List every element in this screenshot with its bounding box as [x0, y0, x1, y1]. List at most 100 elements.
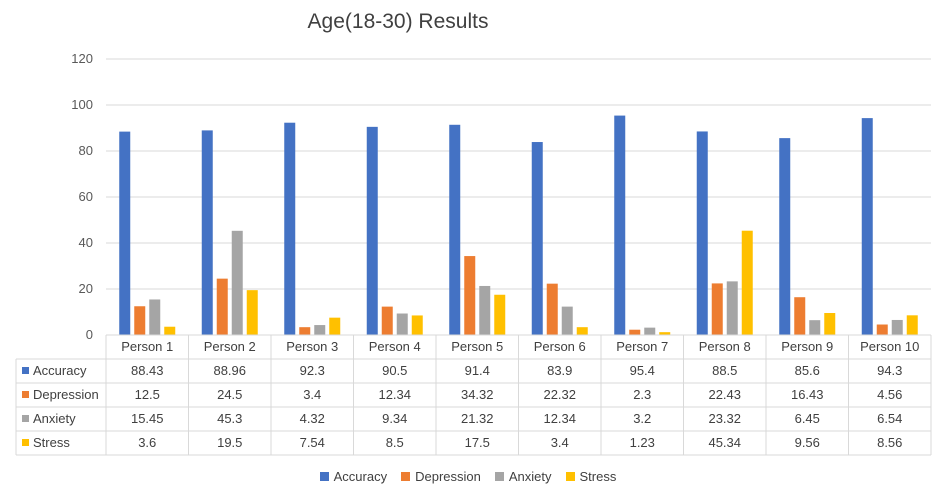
y-tick-label: 0: [86, 327, 93, 342]
data-label: 4.56: [877, 387, 902, 402]
bar-accuracy: [119, 131, 131, 335]
data-label: 83.9: [547, 363, 572, 378]
data-label: 15.45: [131, 411, 164, 426]
bar-depression: [134, 306, 146, 335]
data-label: 3.6: [138, 435, 156, 450]
bar-anxiety: [809, 320, 821, 335]
legend-swatch: [319, 472, 329, 481]
category-label: Person 3: [286, 339, 338, 354]
chart-legend: Accuracy Depression Anxiety Stress: [0, 469, 936, 484]
bar-accuracy: [861, 118, 873, 335]
bar-stress: [906, 315, 918, 335]
category-label: Person 8: [699, 339, 751, 354]
category-label: Person 7: [616, 339, 668, 354]
data-label: 85.6: [795, 363, 820, 378]
legend-label: Accuracy: [333, 469, 388, 484]
bar-accuracy: [201, 130, 213, 335]
bar-depression: [794, 297, 806, 335]
bar-stress: [411, 315, 423, 335]
data-label: 45.34: [708, 435, 741, 450]
data-label: 90.5: [382, 363, 407, 378]
data-label: 6.45: [795, 411, 820, 426]
bar-stress: [246, 290, 258, 335]
data-label: 88.5: [712, 363, 737, 378]
bar-anxiety: [396, 313, 408, 335]
bar-stress: [659, 332, 671, 335]
category-label: Person 1: [121, 339, 173, 354]
data-label: 24.5: [217, 387, 242, 402]
bar-anxiety: [561, 306, 573, 335]
bar-anxiety: [314, 325, 326, 335]
y-tick-label: 40: [79, 235, 93, 250]
legend-label: Anxiety: [508, 469, 552, 484]
bar-depression: [381, 306, 393, 335]
data-label: 21.32: [461, 411, 494, 426]
bar-stress: [329, 317, 341, 335]
y-tick-label: 100: [71, 97, 93, 112]
chart-title: Age(18-30) Results: [307, 10, 489, 33]
bar-depression: [546, 283, 558, 335]
legend-swatch: [401, 472, 411, 481]
bar-stress: [824, 313, 836, 335]
data-label: 95.4: [630, 363, 655, 378]
data-label: 88.96: [213, 363, 246, 378]
series-key: [22, 367, 29, 374]
legend-item: Accuracy: [319, 469, 388, 484]
y-tick-label: 120: [71, 51, 93, 66]
bar-accuracy: [531, 142, 543, 335]
bar-depression: [216, 278, 228, 335]
legend-swatch: [565, 472, 575, 481]
data-label: 3.2: [633, 411, 651, 426]
data-label: 4.32: [300, 411, 325, 426]
data-label: 34.32: [461, 387, 494, 402]
data-label: 8.56: [877, 435, 902, 450]
data-label: 9.56: [795, 435, 820, 450]
bar-depression: [629, 329, 641, 335]
bar-anxiety: [726, 281, 738, 335]
data-label: 17.5: [465, 435, 490, 450]
series-name: Stress: [33, 435, 70, 450]
data-label: 23.32: [708, 411, 741, 426]
bar-accuracy: [779, 138, 791, 335]
data-label: 1.23: [630, 435, 655, 450]
bar-anxiety: [231, 230, 243, 335]
legend-item: Depression: [401, 469, 481, 484]
legend-label: Stress: [579, 469, 617, 484]
series-key: [22, 439, 29, 446]
data-label: 9.34: [382, 411, 407, 426]
category-label: Person 9: [781, 339, 833, 354]
data-label: 16.43: [791, 387, 824, 402]
bar-stress: [164, 326, 176, 335]
category-label: Person 2: [204, 339, 256, 354]
data-label: 2.3: [633, 387, 651, 402]
series-key: [22, 391, 29, 398]
data-label: 88.43: [131, 363, 164, 378]
data-label: 12.5: [135, 387, 160, 402]
bar-stress: [494, 294, 506, 335]
bar-anxiety: [891, 319, 903, 335]
series-key: [22, 415, 29, 422]
category-label: Person 4: [369, 339, 421, 354]
bar-stress: [741, 230, 753, 335]
bar-anxiety: [479, 285, 491, 335]
y-tick-label: 20: [79, 281, 93, 296]
data-label: 19.5: [217, 435, 242, 450]
data-label: 94.3: [877, 363, 902, 378]
bar-anxiety: [149, 299, 161, 335]
bar-depression: [299, 327, 311, 335]
data-label: 3.4: [551, 435, 569, 450]
bar-stress: [576, 327, 588, 335]
bar-anxiety: [644, 327, 656, 335]
bar-accuracy: [614, 115, 626, 335]
bar-depression: [876, 324, 888, 335]
data-label: 3.4: [303, 387, 321, 402]
data-label: 92.3: [300, 363, 325, 378]
data-label: 12.34: [378, 387, 411, 402]
data-label: 12.34: [543, 411, 576, 426]
y-tick-label: 60: [79, 189, 93, 204]
data-label: 91.4: [465, 363, 490, 378]
legend-item: Stress: [565, 469, 617, 484]
y-tick-label: 80: [79, 143, 93, 158]
category-label: Person 10: [860, 339, 919, 354]
